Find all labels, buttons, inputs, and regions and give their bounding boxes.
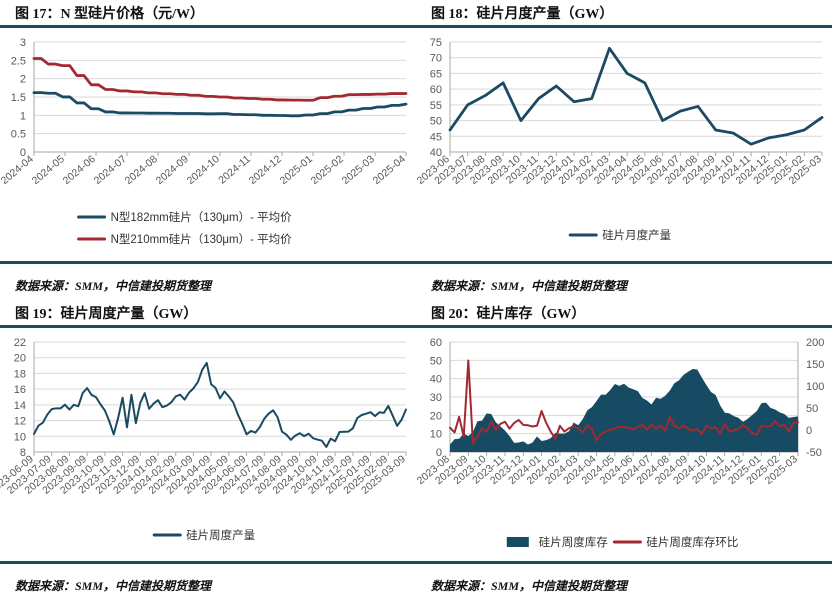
svg-text:1: 1 [20, 110, 26, 122]
svg-text:50: 50 [430, 355, 442, 367]
svg-text:2024-08: 2024-08 [123, 153, 160, 187]
svg-text:50: 50 [806, 403, 818, 415]
svg-text:12: 12 [14, 416, 26, 428]
svg-text:200: 200 [806, 337, 824, 349]
svg-text:20: 20 [430, 410, 442, 422]
svg-text:0: 0 [806, 425, 812, 437]
svg-text:2024-11: 2024-11 [216, 153, 253, 187]
svg-text:-50: -50 [806, 447, 822, 459]
svg-text:10: 10 [14, 431, 26, 443]
svg-text:18: 18 [14, 368, 26, 380]
svg-text:2025-01: 2025-01 [278, 153, 315, 187]
svg-text:2024-10: 2024-10 [185, 153, 222, 187]
svg-text:65: 65 [430, 68, 442, 80]
svg-text:30: 30 [430, 392, 442, 404]
svg-text:2024-09: 2024-09 [154, 153, 191, 187]
svg-text:14: 14 [14, 400, 26, 412]
svg-text:2025-04: 2025-04 [371, 153, 408, 187]
svg-text:45: 45 [430, 131, 442, 143]
svg-text:22: 22 [14, 337, 26, 349]
svg-text:硅片周度库存环比: 硅片周度库存环比 [646, 535, 738, 549]
svg-text:硅片周度产量: 硅片周度产量 [186, 528, 255, 542]
svg-text:N型210mm硅片（130μm）- 平均价: N型210mm硅片（130μm）- 平均价 [111, 232, 293, 246]
svg-text:50: 50 [430, 116, 442, 128]
svg-text:硅片月度产量: 硅片月度产量 [602, 228, 671, 242]
svg-text:3: 3 [20, 37, 26, 49]
svg-text:100: 100 [806, 381, 824, 393]
svg-text:70: 70 [430, 53, 442, 65]
svg-text:40: 40 [430, 374, 442, 386]
svg-text:2.5: 2.5 [11, 55, 26, 67]
svg-text:N型182mm硅片（130μm）- 平均价: N型182mm硅片（130μm）- 平均价 [111, 210, 293, 224]
svg-text:2025-03: 2025-03 [340, 153, 377, 187]
svg-text:150: 150 [806, 359, 824, 371]
svg-text:2024-07: 2024-07 [92, 153, 129, 187]
svg-text:60: 60 [430, 84, 442, 96]
svg-text:0.5: 0.5 [11, 129, 26, 141]
svg-text:硅片周度库存: 硅片周度库存 [539, 535, 608, 549]
svg-text:2024-05: 2024-05 [30, 153, 67, 187]
svg-text:1.5: 1.5 [11, 92, 26, 104]
svg-text:75: 75 [430, 37, 442, 49]
svg-text:2024-12: 2024-12 [247, 153, 284, 187]
svg-text:20: 20 [14, 353, 26, 365]
svg-text:55: 55 [430, 100, 442, 112]
svg-text:2025-02: 2025-02 [309, 153, 346, 187]
svg-text:10: 10 [430, 429, 442, 441]
svg-text:2024-06: 2024-06 [61, 153, 98, 187]
svg-text:60: 60 [430, 337, 442, 349]
svg-text:2024-04: 2024-04 [0, 153, 36, 187]
svg-text:16: 16 [14, 384, 26, 396]
svg-text:2: 2 [20, 74, 26, 86]
